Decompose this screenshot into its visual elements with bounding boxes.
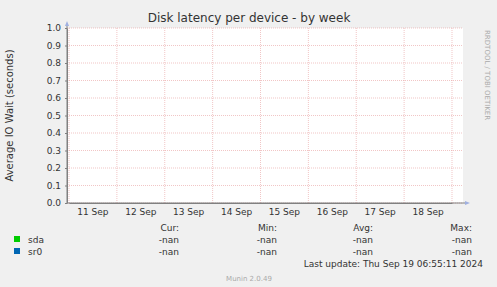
grid-line-y [67,98,463,99]
x-tick: 17 Sep [365,203,397,217]
footer: Munin 2.0.49 [226,275,272,283]
x-tick-label: 16 Sep [317,207,349,217]
y-tick: 0.6 [47,93,67,103]
legend: Cur: Min: Avg: Max: sda -nan -nan -nan -nan sr0 -n… [14,223,472,257]
x-tick: 15 Sep [269,203,301,217]
grid-line-x [404,28,405,203]
grid-line-x [69,28,70,203]
y-tick-label: 0.6 [47,93,62,103]
grid-line-y [67,45,463,46]
y-tick-label: 0.4 [47,128,62,138]
grid-line-x [260,28,261,203]
watermark: RRDTOOL / TOBI OETIKER [483,30,491,120]
grid-line-x [356,28,357,203]
y-tick-mark [65,203,67,204]
grid [67,28,463,203]
y-tick: 0.8 [47,58,67,68]
legend-swatch [14,236,20,242]
x-tick-label: 11 Sep [77,207,109,217]
y-axis-base [67,24,68,203]
x-axis-arrow [465,201,470,205]
x-tick: 16 Sep [317,203,349,217]
x-tick: 13 Sep [173,203,205,217]
grid-line-y [67,80,463,81]
plot-area [67,28,463,203]
x-tick: 14 Sep [221,203,253,217]
grid-line-y [67,63,463,64]
y-tick: 0.2 [47,163,67,173]
grid-line-x [452,28,453,203]
y-tick: 1.0 [47,23,67,33]
legend-stat: -nan [353,247,373,257]
y-axis-title: Average IO Wait (seconds) [4,49,15,181]
x-tick-label: 12 Sep [125,207,157,217]
grid-line-y [67,28,463,29]
legend-stat: -nan [159,247,179,257]
grid-line-x [212,28,213,203]
chart: 0.00.10.20.30.40.50.60.70.80.91.011 Sep1… [0,0,497,287]
legend-stat: -nan [353,235,373,245]
x-tick-label: 13 Sep [173,207,205,217]
y-tick-label: 0.3 [47,146,61,156]
y-tick: 0.5 [47,111,67,121]
x-tick: 11 Sep [77,203,109,217]
x-tick-label: 14 Sep [221,207,253,217]
x-tick-label: 18 Sep [412,207,444,217]
x-tick: 18 Sep [412,203,444,217]
grid-line-y [67,185,463,186]
y-tick-label: 0.1 [47,181,61,191]
x-tick: 12 Sep [125,203,157,217]
grid-line-y [67,133,463,134]
legend-stat: -nan [159,235,179,245]
y-tick: 0.9 [47,41,67,51]
x-axis-base [67,203,467,204]
grid-line-x [116,28,117,203]
y-axis-arrow [65,21,69,26]
legend-column-header: Min: [258,223,277,233]
x-tick-label: 17 Sep [365,207,397,217]
y-tick: 0.1 [47,181,67,191]
legend-swatch [14,248,20,254]
y-tick-label: 0.8 [47,58,62,68]
legend-label: sda [28,235,44,245]
legend-column-header: Avg: [353,223,373,233]
y-tick-label: 1.0 [47,23,62,33]
last-update: Last update: Thu Sep 19 06:55:11 2024 [304,259,484,269]
y-tick-label: 0.7 [47,76,61,86]
legend-stat: -nan [257,235,277,245]
y-tick: 0.0 [47,198,67,208]
legend-label: sr0 [28,247,42,257]
legend-column-header: Max: [450,223,472,233]
legend-stat: -nan [452,247,472,257]
y-axis: 0.0 0.1 0.2 0.3 0.4 0.5 0.6 0.7 0.8 0.9 1.0 [47,23,68,208]
legend-column-header: Cur: [160,223,179,233]
grid-line-y [67,115,463,116]
title: Disk latency per device - by week [148,11,351,25]
legend-stat: -nan [257,247,277,257]
background [0,0,497,287]
y-tick: 0.3 [47,146,67,156]
y-tick-label: 0.9 [47,41,62,51]
y-tick-label: 0.2 [47,163,61,173]
y-tick: 0.4 [47,128,67,138]
y-tick-label: 0.5 [47,111,61,121]
x-tick-label: 15 Sep [269,207,301,217]
grid-line-y [67,150,463,151]
y-tick-label: 0.0 [47,198,62,208]
x-axis: 11 Sep 12 Sep 13 Sep 14 Sep 15 Sep 16 Sep 17 S… [70,203,453,217]
legend-stat: -nan [452,235,472,245]
grid-line-x [308,28,309,203]
grid-line-y [67,168,463,169]
y-tick: 0.7 [47,76,67,86]
grid-line-x [164,28,165,203]
